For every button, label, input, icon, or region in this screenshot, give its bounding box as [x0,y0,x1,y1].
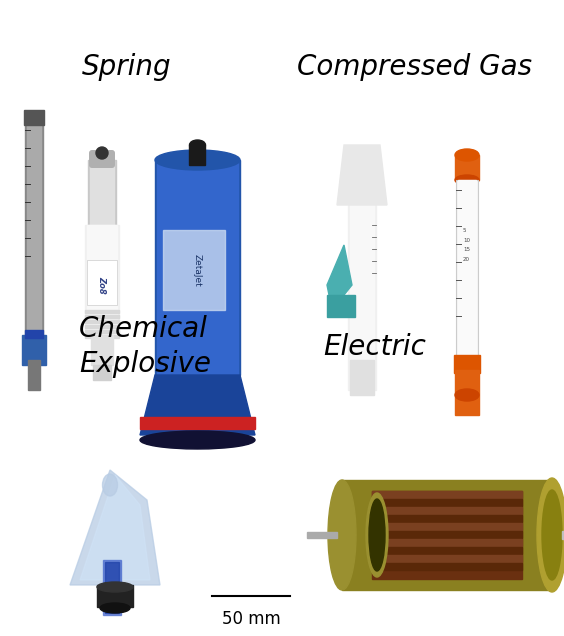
Ellipse shape [542,490,562,580]
Bar [103,560,121,615]
Polygon shape [337,145,387,205]
Bar [85,320,119,323]
Ellipse shape [537,478,564,592]
Text: Spring: Spring [82,53,171,81]
Text: Compressed Gas: Compressed Gas [297,53,532,81]
Ellipse shape [103,474,117,496]
FancyBboxPatch shape [89,150,115,168]
Text: Electric: Electric [324,333,426,361]
Ellipse shape [455,175,479,185]
Bar [97,585,133,607]
Bar [90,160,114,225]
Ellipse shape [538,480,564,590]
Bar [348,205,376,390]
Bar [25,330,43,338]
Bar [85,335,119,338]
Bar [372,499,522,506]
Ellipse shape [455,389,479,401]
Bar [455,370,479,415]
Bar [93,365,111,380]
Text: 5
10
15
20: 5 10 15 20 [463,228,470,261]
Bar [562,531,564,539]
Bar [85,325,119,328]
Text: Chemical
Explosive: Chemical Explosive [79,315,211,378]
Bar [458,180,476,360]
Bar [372,491,522,498]
Bar [455,155,479,180]
Bar [85,225,119,335]
Bar [189,145,205,165]
Ellipse shape [328,480,356,590]
Bar [342,480,552,590]
Bar [372,563,522,570]
Bar [163,230,225,310]
Bar [105,562,119,613]
Bar [88,160,116,225]
Bar [372,515,522,522]
Text: ZetaJet: ZetaJet [193,254,202,286]
Ellipse shape [455,149,479,161]
Bar [327,295,355,317]
Bar [372,507,522,514]
Bar [87,225,117,335]
Bar [456,180,478,360]
Polygon shape [327,245,352,310]
Bar [372,523,522,530]
Ellipse shape [369,499,385,571]
Bar [24,110,44,125]
Bar [85,315,119,318]
Bar [87,260,117,305]
Bar [350,360,374,395]
Bar [155,160,240,375]
Bar [28,360,40,390]
Bar [307,532,337,538]
Bar [25,120,43,340]
Polygon shape [140,375,255,435]
Circle shape [96,147,108,159]
Bar [140,417,255,429]
Text: 50 mm: 50 mm [222,610,280,628]
Bar [22,335,46,365]
Ellipse shape [155,150,240,170]
Bar [157,160,238,375]
Ellipse shape [190,140,205,150]
Text: Zo8: Zo8 [98,276,107,294]
Bar [372,539,522,546]
Bar [85,330,119,333]
Ellipse shape [100,603,130,613]
Bar [85,310,119,313]
Bar [372,547,522,554]
Bar [454,355,480,373]
Bar [372,491,522,579]
Ellipse shape [97,582,133,592]
Polygon shape [70,470,160,585]
Bar [372,555,522,562]
Polygon shape [80,475,150,580]
Bar [350,205,374,390]
Bar [372,531,522,538]
Ellipse shape [140,431,255,449]
Bar [91,335,113,365]
Ellipse shape [366,493,388,577]
Bar [27,120,41,340]
